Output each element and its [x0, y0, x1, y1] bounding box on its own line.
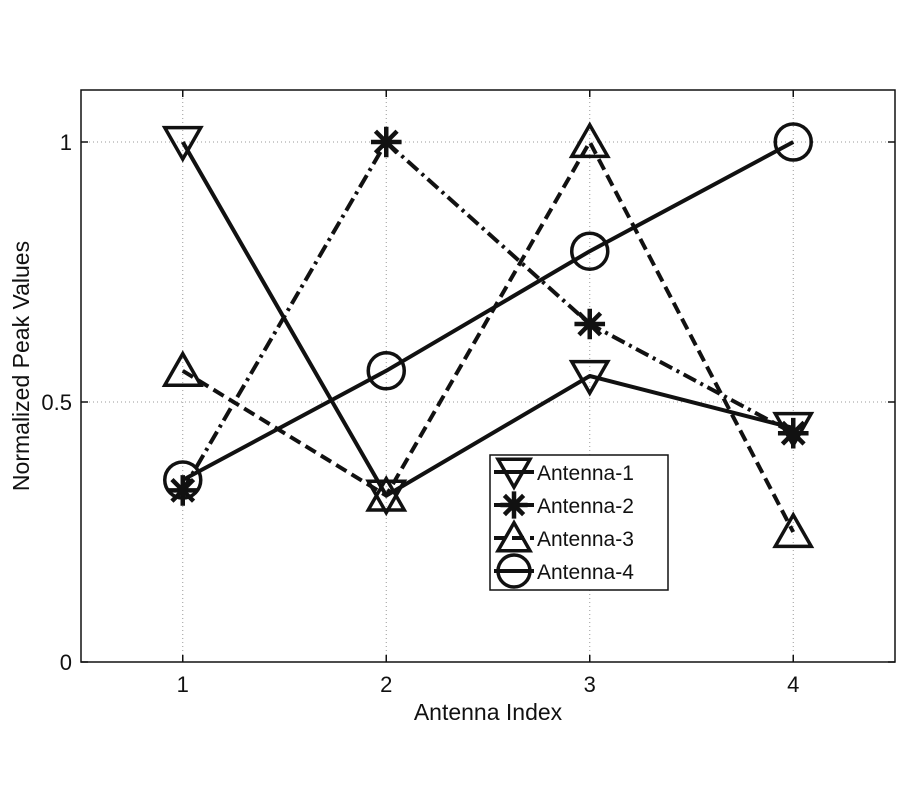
data-point-marker: [366, 351, 406, 391]
data-point-marker: [773, 122, 813, 162]
series-line: [181, 140, 796, 533]
series-antenna-4: [163, 122, 813, 500]
data-point-marker: [772, 511, 815, 549]
x-tick-label: 4: [787, 672, 799, 697]
y-tick-label: 1: [60, 130, 72, 155]
series-antenna-3: [161, 121, 815, 549]
series-line: [181, 140, 795, 492]
data-point-marker: [370, 126, 402, 158]
series-lines: [161, 121, 815, 549]
legend-label: Antenna-2: [537, 495, 634, 518]
series-line: [181, 140, 795, 482]
x-tick-label: 3: [584, 672, 596, 697]
legend-label: Antenna-4: [537, 561, 634, 584]
x-tick-label: 2: [380, 672, 392, 697]
plot-frame: [80, 89, 896, 663]
data-point-marker: [570, 231, 610, 271]
y-tick-label: 0.5: [41, 390, 72, 415]
x-tick-label: 1: [177, 672, 189, 697]
data-point-marker: [777, 417, 809, 449]
data-point-marker: [161, 125, 204, 163]
legend-entry: Antenna-3: [494, 519, 634, 553]
data-point-marker: [161, 350, 204, 387]
legend: Antenna-1 Antenna-2 Antenna-3 Antenna-4: [489, 454, 669, 591]
legend-entry: Antenna-4: [494, 553, 634, 589]
data-point-marker: [167, 475, 199, 506]
y-axis-title: Normalized Peak Values: [8, 241, 34, 491]
y-tick-label: 0: [60, 650, 72, 675]
data-point-marker: [163, 460, 203, 500]
legend-label: Antenna-1: [537, 462, 634, 485]
legend-marker: [496, 553, 532, 589]
legend-entry: Antenna-1: [494, 457, 634, 491]
data-point-marker: [574, 308, 606, 340]
legend-label: Antenna-3: [537, 528, 634, 551]
x-axis-title: Antenna Index: [414, 699, 563, 725]
legend-marker: [500, 491, 528, 519]
legend-marker: [494, 457, 534, 491]
series-antenna-2: [167, 126, 809, 506]
data-point-marker: [568, 359, 611, 397]
legend-marker: [494, 519, 534, 553]
axis-ticks: 1 2 3 4 0 0.5 1: [41, 90, 895, 697]
data-point-marker: [568, 121, 611, 159]
legend-entry: Antenna-2: [494, 491, 634, 519]
data-point-marker: [365, 474, 408, 512]
